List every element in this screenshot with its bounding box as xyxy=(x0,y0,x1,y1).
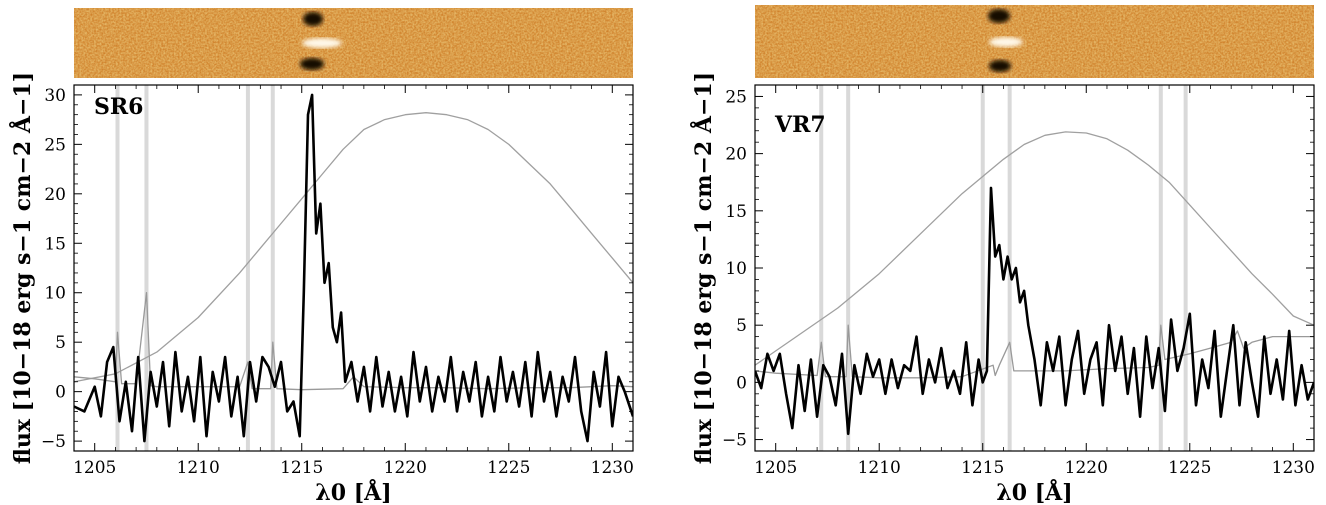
y-axis-label: flux [10−18 erg s−1 cm−2 Å−1] xyxy=(690,72,717,464)
sky-line-band xyxy=(819,85,824,451)
sky-line-band xyxy=(846,85,851,451)
transmission-series-line xyxy=(755,131,1314,366)
plot-panel-sr6: 1205 1210 1215 1220 1225 1230 −5 0 5 10 15 20 25 30 SR… xyxy=(9,72,634,505)
sky-line-band xyxy=(1183,85,1188,451)
y-tick-label: 10 xyxy=(725,259,747,279)
spectrum-series-line xyxy=(74,93,633,443)
panel-label: VR7 xyxy=(774,112,826,138)
y-tick-label: −5 xyxy=(41,432,66,452)
sky-line-band xyxy=(980,85,985,451)
x-axis-label: λ0 [Å] xyxy=(315,479,391,505)
x-tick-label: 1205 xyxy=(754,458,797,478)
y-tick-label: −5 xyxy=(722,431,747,451)
x-tick-label: 1220 xyxy=(1065,458,1108,478)
y-tick-label: 5 xyxy=(736,316,747,336)
series-group xyxy=(74,93,633,443)
x-tick-label: 1220 xyxy=(384,458,427,478)
x-tick-label: 1205 xyxy=(73,458,116,478)
y-axis-label: flux [10−18 erg s−1 cm−2 Å−1] xyxy=(9,72,36,464)
x-tick-label: 1230 xyxy=(591,458,634,478)
y-tick-label: 25 xyxy=(44,135,66,155)
x-tick-label: 1225 xyxy=(487,458,530,478)
x-tick-label: 1210 xyxy=(177,458,220,478)
y-tick-label: 0 xyxy=(736,373,747,393)
series-group xyxy=(755,131,1314,436)
noise-series-line xyxy=(755,324,1314,379)
sky-line-band xyxy=(1158,85,1163,451)
x-axis-label: λ0 [Å] xyxy=(996,479,1072,505)
sky-line-band xyxy=(270,85,275,451)
spectrum-series-line xyxy=(755,186,1314,436)
y-tick-label: 30 xyxy=(44,86,66,106)
panel-label: SR6 xyxy=(94,94,143,120)
y-tick-label: 0 xyxy=(55,383,66,403)
spectrum-2d-strip-vr7 xyxy=(755,5,1314,78)
sky-line-band xyxy=(144,85,149,451)
plot-panel-vr7: 1205 1210 1215 1220 1225 1230 −5 0 5 10 15 20 25 VR7 λ… xyxy=(690,72,1315,505)
x-tick-label: 1215 xyxy=(961,458,1004,478)
y-tick-label: 20 xyxy=(44,185,66,205)
y-tick-label: 5 xyxy=(55,333,66,353)
sky-line-band xyxy=(115,85,120,451)
x-tick-label: 1215 xyxy=(280,458,323,478)
y-tick-label: 20 xyxy=(725,145,747,165)
x-tick-label: 1210 xyxy=(858,458,901,478)
y-tick-label: 25 xyxy=(725,87,747,107)
x-tick-label: 1230 xyxy=(1272,458,1315,478)
plot-frame xyxy=(73,84,634,452)
y-tick-label: 10 xyxy=(44,284,66,304)
spectrum-2d-strip-sr6 xyxy=(74,8,633,78)
x-tick-label: 1225 xyxy=(1168,458,1211,478)
transmission-series-line xyxy=(74,112,633,383)
y-tick-label: 15 xyxy=(44,234,66,254)
y-tick-label: 15 xyxy=(725,202,747,222)
sky-line-band xyxy=(245,85,250,451)
